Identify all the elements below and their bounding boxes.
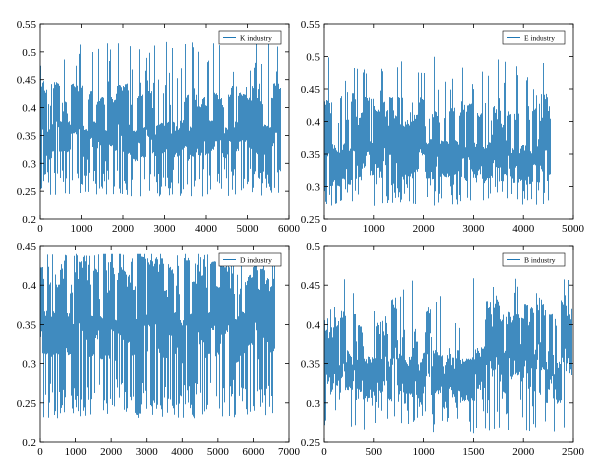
y-tick-label: 0.35 [17, 130, 37, 142]
x-tick-label: 7000 [278, 446, 301, 458]
x-tick-label: 4000 [512, 223, 535, 235]
y-tick-label: 0.45 [17, 75, 37, 87]
y-tick-label: 0.25 [301, 214, 321, 226]
legend: D industry [218, 252, 282, 267]
x-tick-label: 5000 [207, 446, 230, 458]
x-tick-label: 5000 [562, 223, 585, 235]
y-tick-label: 0.4 [22, 280, 36, 292]
x-tick-label: 2000 [112, 223, 135, 235]
x-tick-label: 1000 [363, 223, 386, 235]
y-tick-label: 0.45 [301, 280, 321, 292]
legend-label: D industry [240, 256, 272, 265]
x-tick-label: 6000 [242, 446, 265, 458]
y-tick-label: 0.25 [301, 437, 321, 449]
series-line [40, 41, 281, 197]
series-line [324, 56, 551, 206]
y-tick-label: 0.4 [306, 319, 320, 331]
y-tick-label: 0.55 [301, 19, 321, 31]
x-tick-label: 1000 [65, 446, 88, 458]
x-tick-label: 1500 [462, 446, 485, 458]
x-tick-label: 2500 [562, 446, 585, 458]
legend-label: B industry [524, 256, 556, 265]
x-tick-label: 2000 [100, 446, 123, 458]
x-tick-label: 3000 [136, 446, 159, 458]
y-tick-label: 0.4 [306, 117, 320, 129]
legend-label: E industry [524, 34, 555, 43]
x-tick-label: 2000 [413, 223, 436, 235]
x-tick-label: 1000 [413, 446, 436, 458]
y-tick-label: 0.25 [17, 398, 37, 410]
chart-panel-2: 0 1000 2000 3000 4000 5000 0.25 0.3 0.35 0.4 0.45 0… [301, 19, 585, 235]
series-line [40, 253, 275, 419]
x-tick-label: 5000 [237, 223, 260, 235]
y-tick-label: 0.35 [301, 359, 321, 371]
x-tick-label: 3000 [462, 223, 485, 235]
x-tick-label: 0 [37, 446, 43, 458]
chart-panel-3: 0 1000 2000 3000 4000 5000 6000 7000 0.2 0.25 0.3 0… [17, 241, 301, 458]
chart-panel-1: 0 1000 2000 3000 4000 5000 6000 0.2 0.25 0.3 0.35 0… [17, 19, 301, 235]
legend-box [502, 30, 566, 45]
plot-frame [323, 245, 574, 443]
legend: K industry [218, 30, 282, 45]
legend: B industry [502, 252, 566, 267]
x-tick-label: 4000 [195, 223, 218, 235]
x-tick-label: 0 [321, 446, 327, 458]
plot-frame [39, 245, 290, 443]
y-tick-label: 0.25 [17, 186, 37, 198]
x-tick-label: 2000 [512, 446, 535, 458]
y-tick-label: 0.3 [306, 398, 320, 410]
y-tick-label: 0.55 [17, 19, 37, 31]
y-tick-label: 0.4 [22, 103, 36, 115]
chart-panel-4: 0 500 1000 1500 2000 2500 0.25 0.3 0.35 0.4 0.45 0.… [301, 241, 585, 458]
y-tick-label: 0.5 [22, 47, 36, 59]
x-tick-label: 500 [366, 446, 383, 458]
y-tick-label: 0.35 [17, 319, 37, 331]
y-tick-label: 0.3 [22, 158, 36, 170]
x-tick-label: 4000 [171, 446, 194, 458]
legend-box [218, 252, 282, 267]
y-tick-label: 0.3 [306, 182, 320, 194]
y-tick-label: 0.45 [301, 84, 321, 96]
legend-box [218, 30, 282, 45]
y-tick-label: 0.45 [17, 241, 37, 253]
x-tick-label: 1000 [71, 223, 94, 235]
x-tick-label: 0 [321, 223, 327, 235]
x-tick-label: 6000 [278, 223, 301, 235]
legend-box [502, 252, 566, 267]
y-tick-label: 0.35 [301, 149, 321, 161]
y-tick-label: 0.5 [306, 241, 320, 253]
y-tick-label: 0.2 [22, 214, 36, 226]
legend: E industry [502, 30, 566, 45]
x-tick-label: 3000 [154, 223, 177, 235]
y-tick-label: 0.2 [22, 437, 36, 449]
y-tick-label: 0.3 [22, 359, 36, 371]
legend-label: K industry [240, 34, 272, 43]
series-line [324, 278, 572, 434]
x-tick-label: 0 [37, 223, 43, 235]
y-tick-label: 0.5 [306, 52, 320, 64]
